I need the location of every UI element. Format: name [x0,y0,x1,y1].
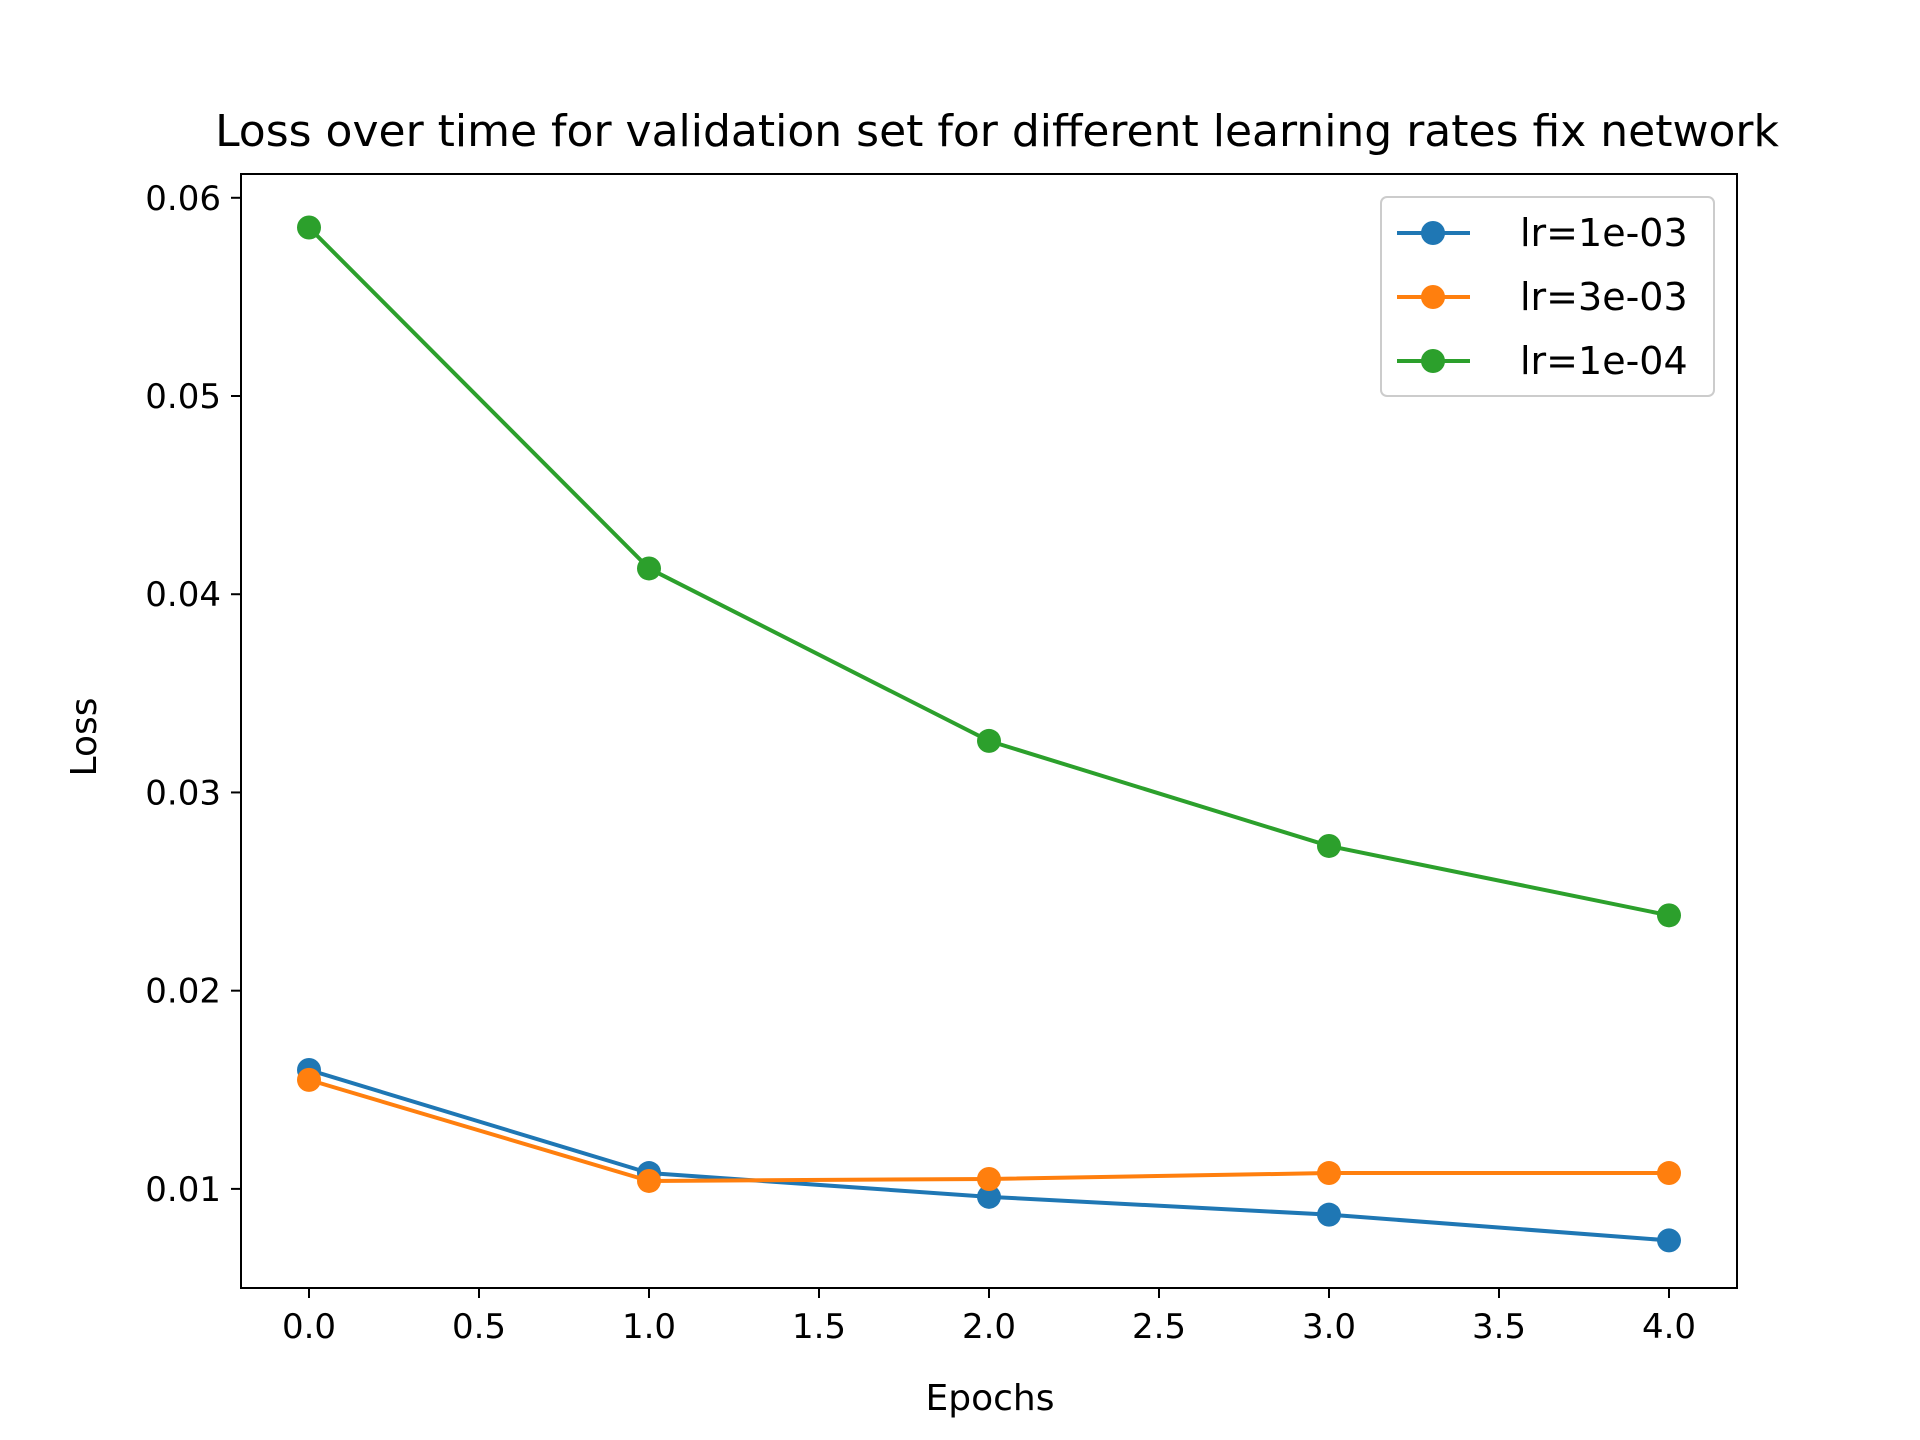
data-point [1657,1228,1681,1253]
data-point [1317,833,1341,858]
data-point [977,728,1001,753]
x-tick-label: 4.0 [1642,1307,1696,1347]
y-tick-label: 0.05 [145,377,221,417]
y-tick-label: 0.01 [145,1170,221,1210]
legend-label: lr=1e-04 [1520,339,1688,383]
data-point [1317,1202,1341,1227]
x-axis-label: Epochs [926,1378,1055,1419]
x-tick-label: 0.5 [452,1307,506,1347]
series-lr=1e-04 [297,215,1681,928]
data-point [297,1067,321,1092]
legend-label: lr=1e-03 [1520,211,1688,255]
legend-marker [1421,285,1445,309]
series-line [308,1068,1670,1243]
y-axis: 0.01 0.02 0.03 0.04 0.05 0.06 [145,179,241,1210]
data-point [297,215,321,240]
data-point [977,1184,1001,1209]
legend-marker [1421,349,1445,373]
x-tick-label: 2.0 [962,1307,1016,1347]
x-axis: 0.0 0.5 1.0 1.5 2.0 2.5 3.0 3.5 4.0 [282,1288,1696,1347]
data-point [1657,1161,1681,1186]
data-point [1317,1161,1341,1186]
x-tick-label: 1.0 [622,1307,676,1347]
series-lr=3e-03 [297,1067,1681,1193]
y-axis-label: Loss [64,698,105,777]
legend-box [1380,196,1715,397]
data-point [637,556,661,581]
chart-title: Loss over time for validation set for di… [215,106,1779,157]
y-tick-label: 0.04 [145,575,221,615]
data-point [637,1168,661,1193]
y-tick-label: 0.06 [145,179,221,219]
x-tick-label: 3.0 [1302,1307,1356,1347]
y-tick-label: 0.02 [145,972,221,1012]
x-tick-label: 1.5 [792,1307,846,1347]
data-point [977,1166,1001,1191]
data-point [1657,903,1681,928]
series-lr=1e-03 [297,1057,1681,1253]
legend-label: lr=3e-03 [1520,275,1688,319]
x-tick-label: 3.5 [1472,1307,1526,1347]
legend-marker [1421,221,1445,245]
x-tick-label: 2.5 [1132,1307,1186,1347]
x-tick-label: 0.0 [282,1307,336,1347]
y-tick-label: 0.03 [145,773,221,813]
series-layer [297,215,1681,1253]
legend: lr=1e-03 lr=3e-03 lr=1e-04 [1380,196,1715,397]
